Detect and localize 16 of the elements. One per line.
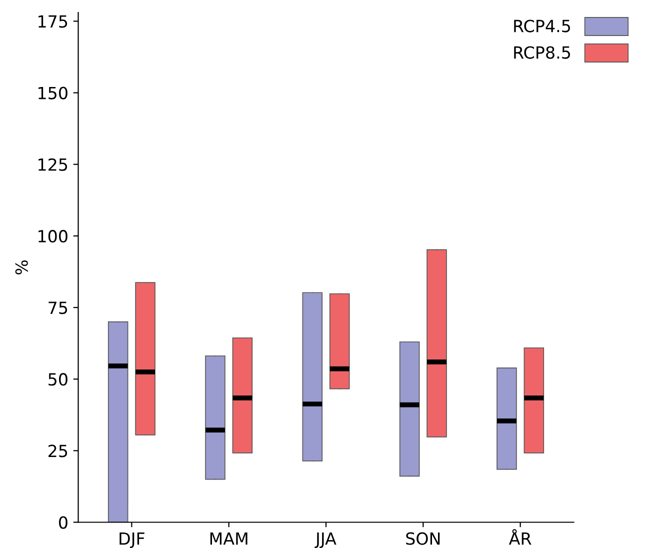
y-tick-label: 125 <box>38 158 68 171</box>
y-tick-label: 25 <box>48 444 68 458</box>
y-tick-label: 150 <box>38 86 68 100</box>
y-tick-label: 0 <box>59 516 68 529</box>
x-tick-label: SON <box>406 532 440 545</box>
y-tick-label: 75 <box>48 302 68 314</box>
y-tick-label: 50 <box>48 373 68 386</box>
legend-label: RCP8.5 <box>514 46 570 59</box>
x-tick-label: MAM <box>210 532 248 545</box>
y-tick-label: 100 <box>38 230 68 242</box>
x-tick-label: ÅR <box>508 529 532 545</box>
legend-label: RCP4.5 <box>514 20 570 32</box>
y-axis-title: % <box>15 260 28 274</box>
y-tick-label: 175 <box>38 15 68 28</box>
x-tick-label: DJF <box>120 532 144 548</box>
x-tick-label: JJA <box>314 532 336 548</box>
